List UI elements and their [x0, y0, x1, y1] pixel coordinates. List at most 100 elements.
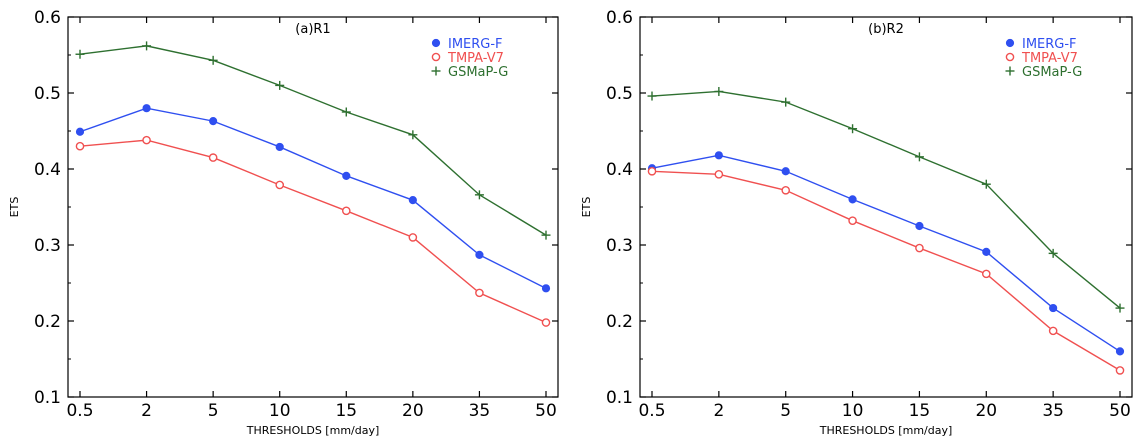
data-point-tmpa — [647, 166, 657, 176]
data-point-gsmap — [341, 107, 351, 117]
data-point-tmpa — [848, 216, 857, 225]
y-tick-label: 0.1 — [606, 388, 633, 408]
y-tick-label: 0.3 — [34, 236, 61, 256]
x-tick-label: 50 — [1109, 401, 1131, 421]
x-axis-title: THRESHOLDS [mm/day] — [246, 424, 380, 437]
data-point-gsmap — [914, 152, 924, 162]
panel-a: 0.1 0.2 0.3 0.4 0.5 0.6 0.5 2 5 10 15 20 35 50 THRESHO… — [8, 8, 559, 437]
legend-marker-tmpa — [431, 52, 441, 62]
x-tick-label: 0.5 — [66, 401, 93, 421]
legend-marker-tmpa — [1005, 52, 1015, 62]
data-point-gsmap — [275, 80, 285, 90]
data-point-gsmap — [75, 49, 85, 59]
legend-marker-imerg — [431, 38, 441, 48]
legend-marker-imerg — [1005, 38, 1015, 48]
data-point-tmpa — [75, 141, 85, 151]
data-point-tmpa — [915, 243, 924, 253]
data-point-gsmap — [781, 97, 791, 107]
data-point-imerg — [915, 221, 924, 231]
data-point-tmpa — [475, 288, 484, 298]
y-axis-title: ETS — [8, 197, 21, 218]
legend-marker-gsmap — [1005, 66, 1015, 76]
series-line-imerg — [79, 107, 547, 289]
data-point-gsmap — [714, 86, 724, 96]
data-point-imerg — [142, 104, 151, 113]
x-tick-label: 35 — [1042, 401, 1064, 421]
data-point-tmpa — [1048, 326, 1058, 336]
x-tick-label: 2 — [713, 401, 724, 421]
data-point-gsmap — [474, 190, 484, 200]
data-point-tmpa — [208, 153, 218, 162]
y-tick-label: 0.5 — [34, 84, 61, 104]
y-tick-label: 0.6 — [606, 8, 633, 28]
y-tick-label: 0.4 — [34, 160, 61, 180]
legend-label-gsmap: GSMaP-G — [448, 65, 508, 80]
y-tick-label: 0.1 — [34, 388, 61, 408]
data-point-imerg — [781, 167, 790, 176]
y-tick-label: 0.2 — [606, 312, 633, 332]
y-tick-label: 0.4 — [606, 160, 633, 180]
data-point-tmpa — [781, 185, 791, 195]
data-point-imerg — [75, 127, 85, 136]
data-point-gsmap — [1048, 248, 1058, 258]
data-point-tmpa — [541, 318, 551, 327]
x-tick-label: 10 — [269, 401, 291, 421]
x-tick-label: 0.5 — [638, 401, 665, 421]
legend-label-tmpa: TMPA-V7 — [447, 51, 504, 66]
panel-b: 0.1 0.2 0.3 0.4 0.5 0.6 0.5 2 5 10 15 20 35 50 THRESHO… — [580, 8, 1133, 437]
data-point-tmpa — [714, 170, 724, 179]
data-point-gsmap — [647, 91, 657, 101]
data-point-tmpa — [341, 206, 351, 216]
panel-title: (a)R1 — [295, 22, 330, 37]
data-point-imerg — [541, 284, 551, 293]
legend-label-gsmap: GSMaP-G — [1022, 65, 1082, 80]
data-point-imerg — [1115, 347, 1125, 356]
x-tick-label: 35 — [469, 401, 491, 421]
panel-title: (b)R2 — [868, 22, 904, 37]
data-point-imerg — [714, 151, 723, 160]
data-point-imerg — [848, 195, 857, 204]
x-tick-label: 10 — [842, 401, 864, 421]
x-tick-label: 5 — [780, 401, 791, 421]
y-tick-label: 0.5 — [606, 84, 633, 104]
data-point-imerg — [342, 171, 351, 180]
y-tick-label: 0.3 — [606, 236, 633, 256]
data-point-gsmap — [848, 124, 858, 134]
series-line-tmpa — [651, 170, 1121, 372]
data-point-imerg — [982, 247, 991, 256]
data-point-tmpa — [408, 233, 418, 242]
x-tick-label: 2 — [141, 401, 152, 421]
data-point-tmpa — [275, 180, 285, 190]
y-tick-label: 0.6 — [34, 8, 61, 28]
series-line-tmpa — [79, 139, 547, 324]
data-point-imerg — [275, 142, 284, 152]
x-tick-label: 20 — [975, 401, 997, 421]
data-point-imerg — [209, 117, 218, 126]
data-point-gsmap — [541, 230, 551, 240]
x-tick-label: 15 — [335, 401, 357, 421]
data-point-tmpa — [981, 269, 991, 279]
x-tick-label: 20 — [402, 401, 424, 421]
series-line-gsmap — [651, 90, 1121, 309]
legend-marker-gsmap — [431, 66, 441, 76]
data-point-gsmap — [208, 55, 218, 65]
x-axis-title: THRESHOLDS [mm/day] — [819, 424, 953, 437]
data-point-tmpa — [142, 135, 151, 145]
x-tick-label: 50 — [535, 401, 557, 421]
series-line-imerg — [651, 154, 1121, 352]
data-point-gsmap — [408, 130, 418, 140]
data-point-gsmap — [142, 41, 152, 51]
data-point-imerg — [475, 250, 484, 259]
data-point-gsmap — [1115, 303, 1125, 313]
legend-label-imerg: IMERG-F — [448, 37, 503, 52]
series-line-gsmap — [79, 45, 547, 236]
data-point-imerg — [408, 196, 417, 205]
legend-label-imerg: IMERG-F — [1022, 37, 1077, 52]
data-point-imerg — [1049, 303, 1058, 313]
data-point-gsmap — [981, 179, 991, 189]
legend-label-tmpa: TMPA-V7 — [1021, 51, 1078, 66]
y-axis-title: ETS — [580, 197, 593, 218]
y-tick-label: 0.2 — [34, 312, 61, 332]
x-tick-label: 15 — [909, 401, 931, 421]
